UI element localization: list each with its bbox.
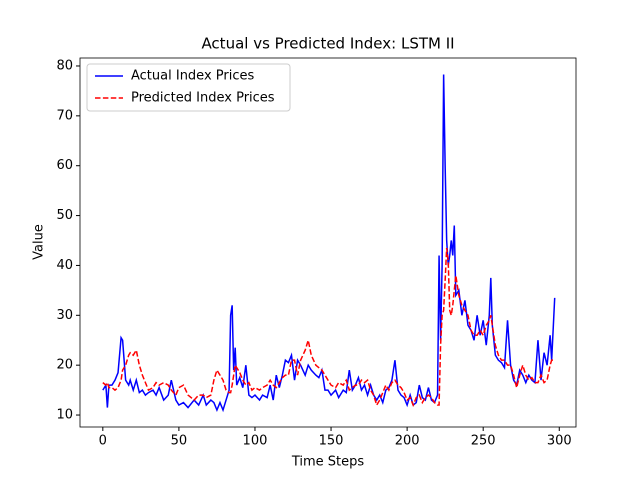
y-tick-label: 10 <box>56 408 73 423</box>
x-tick-label: 150 <box>319 434 344 449</box>
y-tick-label: 20 <box>56 358 73 373</box>
y-tick-label: 70 <box>56 108 73 123</box>
x-tick-label: 50 <box>171 434 188 449</box>
chart-title: Actual vs Predicted Index: LSTM II <box>201 35 454 53</box>
y-tick-label: 50 <box>56 208 73 223</box>
legend-box <box>86 63 291 112</box>
legend-label: Predicted Index Prices <box>131 91 275 106</box>
y-tick-label: 60 <box>56 158 73 173</box>
y-tick-label: 80 <box>56 58 73 73</box>
legend-label: Actual Index Prices <box>131 69 254 84</box>
y-axis-label: Value <box>32 224 47 260</box>
series-line <box>102 247 555 408</box>
x-tick-label: 100 <box>243 434 268 449</box>
x-axis-label: Time Steps <box>291 455 365 470</box>
x-tick-label: 300 <box>547 434 572 449</box>
y-tick-label: 30 <box>56 308 73 323</box>
plot-frame <box>79 57 577 428</box>
series-line <box>102 74 556 413</box>
y-tick-label: 40 <box>56 258 73 273</box>
x-tick-label: 0 <box>99 434 107 449</box>
x-tick-label: 200 <box>395 434 420 449</box>
x-tick-label: 250 <box>471 434 496 449</box>
